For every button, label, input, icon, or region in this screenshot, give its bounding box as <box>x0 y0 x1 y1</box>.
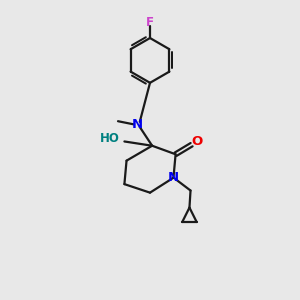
Text: N: N <box>168 171 179 184</box>
Text: O: O <box>192 135 203 148</box>
Text: HO: HO <box>100 132 120 145</box>
Text: F: F <box>146 16 154 29</box>
Text: N: N <box>132 118 143 131</box>
